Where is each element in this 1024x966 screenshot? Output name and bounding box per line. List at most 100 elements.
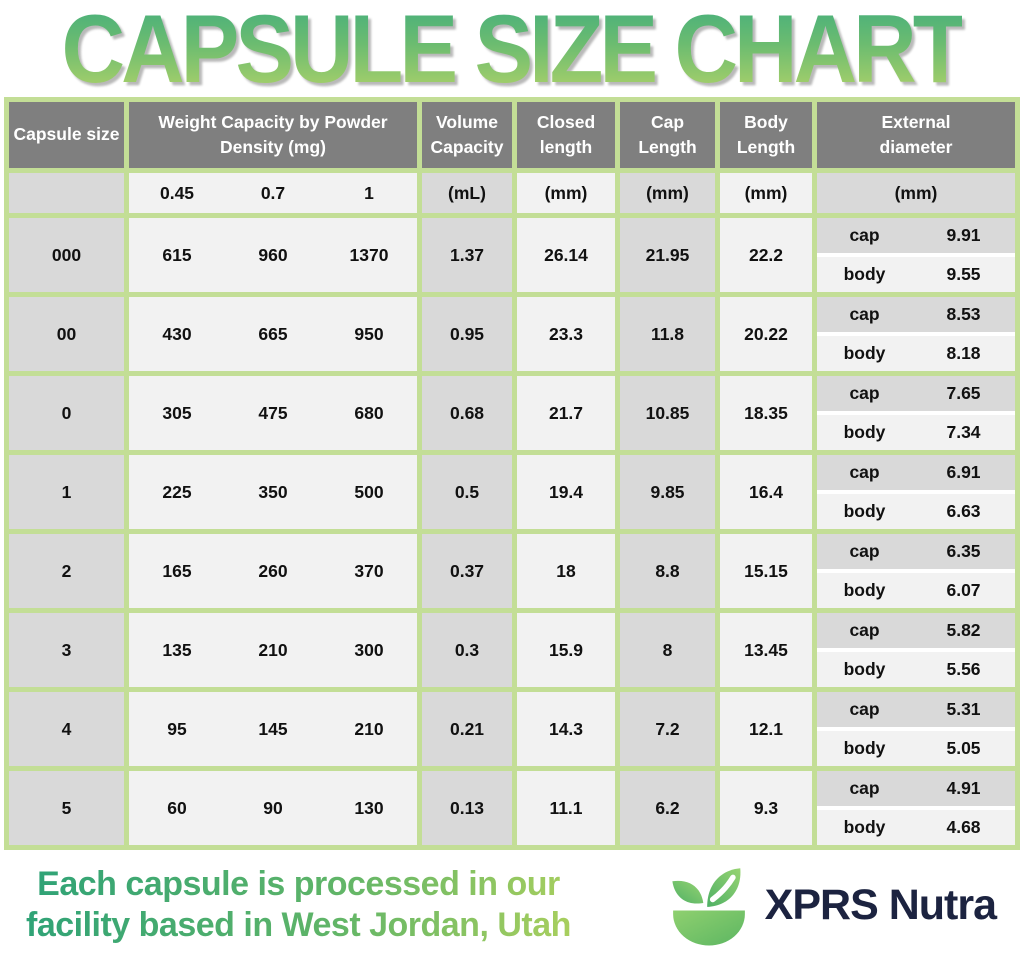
cell-external-diameter: cap 9.91 body 9.55: [817, 218, 1015, 292]
cell-capsule-size: 2: [9, 534, 124, 608]
cell-closed-length: 14.3: [517, 692, 615, 766]
weight-density-07: 90: [263, 797, 283, 818]
external-cap-row: cap 5.82: [817, 613, 1015, 648]
cell-cap-length: 9.85: [620, 455, 715, 529]
header-weight-capacity-label: Weight Capacity by Powder Density (mg): [158, 111, 388, 157]
external-cap-label: cap: [849, 778, 880, 798]
header-capsule-size: Capsule size: [9, 102, 124, 168]
weight-density-1: 680: [354, 402, 384, 423]
cell-body-length: 9.3: [720, 771, 812, 845]
external-cap-label: cap: [849, 225, 880, 245]
cell-closed-length: 15.9: [517, 613, 615, 687]
weight-density-07: 665: [258, 323, 288, 344]
table-row: 000 615 960 1370 1.37 26.14 21.95 22.2 c…: [9, 218, 1015, 292]
unit-closed: (mm): [517, 173, 615, 213]
external-cap-value: 4.91: [946, 778, 981, 798]
table-row: 5 60 90 130 0.13 11.1 6.2 9.3 cap 4.91 b…: [9, 771, 1015, 845]
external-cap-label: cap: [849, 541, 880, 561]
header-cap-length-label: Cap Length: [638, 111, 697, 157]
unit-row: 0.45 0.7 1 (mL) (mm) (mm) (mm) (mm): [9, 173, 1015, 213]
external-body-row: body 9.55: [817, 257, 1015, 292]
weight-density-1: 210: [354, 718, 384, 739]
cell-body-length: 15.15: [720, 534, 812, 608]
external-cap-value: 5.31: [946, 699, 981, 719]
header-volume-capacity: Volume Capacity: [422, 102, 512, 168]
unit-cap: (mm): [620, 173, 715, 213]
header-body-length-label: Body Length: [736, 111, 796, 157]
brand-name: XPRS Nutra: [764, 880, 997, 929]
cell-capsule-size: 0: [9, 376, 124, 450]
external-body-value: 7.34: [946, 422, 981, 442]
cell-weights: 95 145 210: [129, 692, 417, 766]
header-row: Capsule size Weight Capacity by Powder D…: [9, 102, 1015, 168]
weight-density-07: 210: [258, 639, 288, 660]
table-row: 1 225 350 500 0.5 19.4 9.85 16.4 cap 6.9…: [9, 455, 1015, 529]
cell-closed-length: 23.3: [517, 297, 615, 371]
table-row: 2 165 260 370 0.37 18 8.8 15.15 cap 6.35…: [9, 534, 1015, 608]
cell-capsule-size: 3: [9, 613, 124, 687]
cell-weights: 615 960 1370: [129, 218, 417, 292]
table-header: Capsule size Weight Capacity by Powder D…: [9, 102, 1015, 213]
weight-density-07: 350: [258, 481, 288, 502]
external-body-row: body 6.63: [817, 494, 1015, 529]
weight-density-045: 60: [167, 797, 187, 818]
header-external-diameter: External diameter: [817, 102, 1015, 168]
weight-density-045: 615: [162, 244, 192, 265]
cell-body-length: 12.1: [720, 692, 812, 766]
weight-density-07: 960: [258, 244, 288, 265]
cell-external-diameter: cap 5.82 body 5.56: [817, 613, 1015, 687]
external-body-row: body 4.68: [817, 810, 1015, 845]
cell-body-length: 16.4: [720, 455, 812, 529]
density-1: 1: [364, 182, 374, 203]
header-external-diameter-label: External diameter: [879, 111, 953, 157]
external-cap-value: 6.35: [946, 541, 981, 561]
external-cap-label: cap: [849, 620, 880, 640]
external-cap-row: cap 8.53: [817, 297, 1015, 332]
cell-body-length: 13.45: [720, 613, 812, 687]
cell-closed-length: 18: [517, 534, 615, 608]
cell-external-diameter: cap 5.31 body 5.05: [817, 692, 1015, 766]
external-body-label: body: [843, 580, 886, 600]
density-07: 0.7: [260, 182, 286, 203]
external-cap-value: 7.65: [946, 383, 981, 403]
external-body-label: body: [843, 343, 886, 363]
cell-body-length: 22.2: [720, 218, 812, 292]
weight-density-045: 135: [162, 639, 192, 660]
cell-volume: 0.13: [422, 771, 512, 845]
cell-capsule-size: 1: [9, 455, 124, 529]
weight-density-045: 165: [162, 560, 192, 581]
cell-cap-length: 6.2: [620, 771, 715, 845]
cell-weights: 60 90 130: [129, 771, 417, 845]
external-cap-label: cap: [849, 383, 880, 403]
external-body-row: body 5.56: [817, 652, 1015, 687]
cell-cap-length: 11.8: [620, 297, 715, 371]
weight-density-1: 950: [354, 323, 384, 344]
external-cap-value: 6.91: [946, 462, 981, 482]
external-body-row: body 8.18: [817, 336, 1015, 371]
external-cap-label: cap: [849, 699, 880, 719]
unit-body: (mm): [720, 173, 812, 213]
external-body-value: 5.56: [946, 659, 981, 679]
external-body-label: body: [843, 738, 886, 758]
cell-volume: 0.68: [422, 376, 512, 450]
cell-weights: 305 475 680: [129, 376, 417, 450]
cell-volume: 0.37: [422, 534, 512, 608]
cell-capsule-size: 00: [9, 297, 124, 371]
cell-external-diameter: cap 6.35 body 6.07: [817, 534, 1015, 608]
footer-note-line1: Each capsule is processed in our: [37, 864, 560, 903]
external-body-value: 6.07: [946, 580, 981, 600]
cell-volume: 0.95: [422, 297, 512, 371]
cell-weights: 225 350 500: [129, 455, 417, 529]
external-body-row: body 5.05: [817, 731, 1015, 766]
cell-closed-length: 11.1: [517, 771, 615, 845]
cell-closed-length: 19.4: [517, 455, 615, 529]
header-cap-length: Cap Length: [620, 102, 715, 168]
weight-density-045: 95: [167, 718, 187, 739]
brand: XPRS Nutra: [663, 859, 997, 951]
external-body-row: body 7.34: [817, 415, 1015, 450]
external-body-value: 4.68: [946, 817, 981, 837]
weight-density-045: 225: [162, 481, 192, 502]
weight-density-1: 1370: [349, 244, 389, 265]
header-capsule-size-label: Capsule size: [13, 124, 120, 145]
external-body-value: 9.55: [946, 264, 981, 284]
